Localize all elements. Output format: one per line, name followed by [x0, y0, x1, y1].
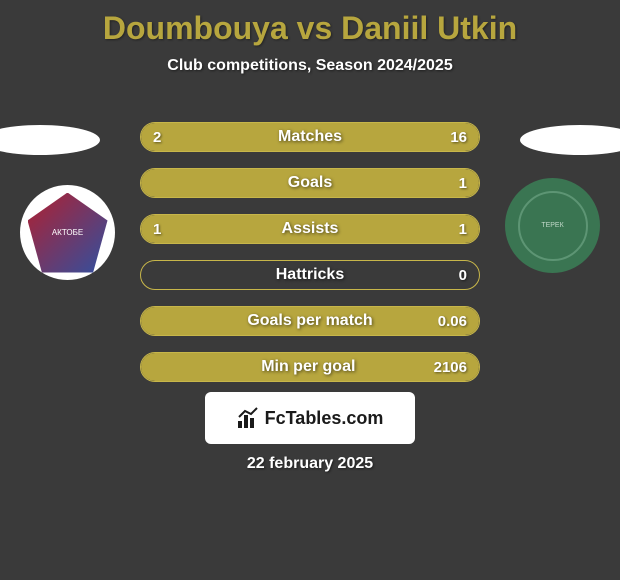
stat-val-right: 0.06	[437, 313, 467, 330]
stat-bar: Goals 1	[140, 168, 480, 198]
subtitle: Club competitions, Season 2024/2025	[0, 57, 620, 75]
right-team-logo: ТЕРЕК	[505, 178, 600, 273]
left-ellipse-decor	[0, 125, 100, 155]
stat-val-right: 16	[437, 129, 467, 146]
left-team-logo: АКТОБЕ	[20, 185, 115, 280]
stat-label: Goals per match	[247, 312, 372, 330]
stat-val-left: 1	[153, 221, 183, 238]
right-ellipse-decor	[520, 125, 620, 155]
stat-label: Goals	[288, 174, 332, 192]
stat-val-right: 1	[437, 221, 467, 238]
stat-val-right: 2106	[434, 359, 467, 376]
stat-label: Matches	[278, 128, 342, 146]
stat-bar: Goals per match 0.06	[140, 306, 480, 336]
stat-val-right: 0	[437, 267, 467, 284]
stat-bar: Hattricks 0	[140, 260, 480, 290]
stat-bar: 1 Assists 1	[140, 214, 480, 244]
stat-bar: 2 Matches 16	[140, 122, 480, 152]
page-title: Doumbouya vs Daniil Utkin	[0, 0, 620, 47]
right-team-badge: ТЕРЕК	[518, 191, 588, 261]
footer-date: 22 february 2025	[0, 455, 620, 473]
stat-bars-container: 2 Matches 16 Goals 1 1 Assists 1 Hattric…	[140, 122, 480, 398]
stat-label: Min per goal	[261, 358, 355, 376]
stat-bar: Min per goal 2106	[140, 352, 480, 382]
left-team-badge: АКТОБЕ	[28, 193, 108, 273]
fctables-icon	[237, 407, 259, 429]
footer-brand-badge: FcTables.com	[205, 392, 415, 444]
footer-brand-text: FcTables.com	[265, 408, 384, 429]
stat-val-right: 1	[437, 175, 467, 192]
stat-val-left: 2	[153, 129, 183, 146]
stat-label: Hattricks	[276, 266, 344, 284]
stat-label: Assists	[282, 220, 339, 238]
